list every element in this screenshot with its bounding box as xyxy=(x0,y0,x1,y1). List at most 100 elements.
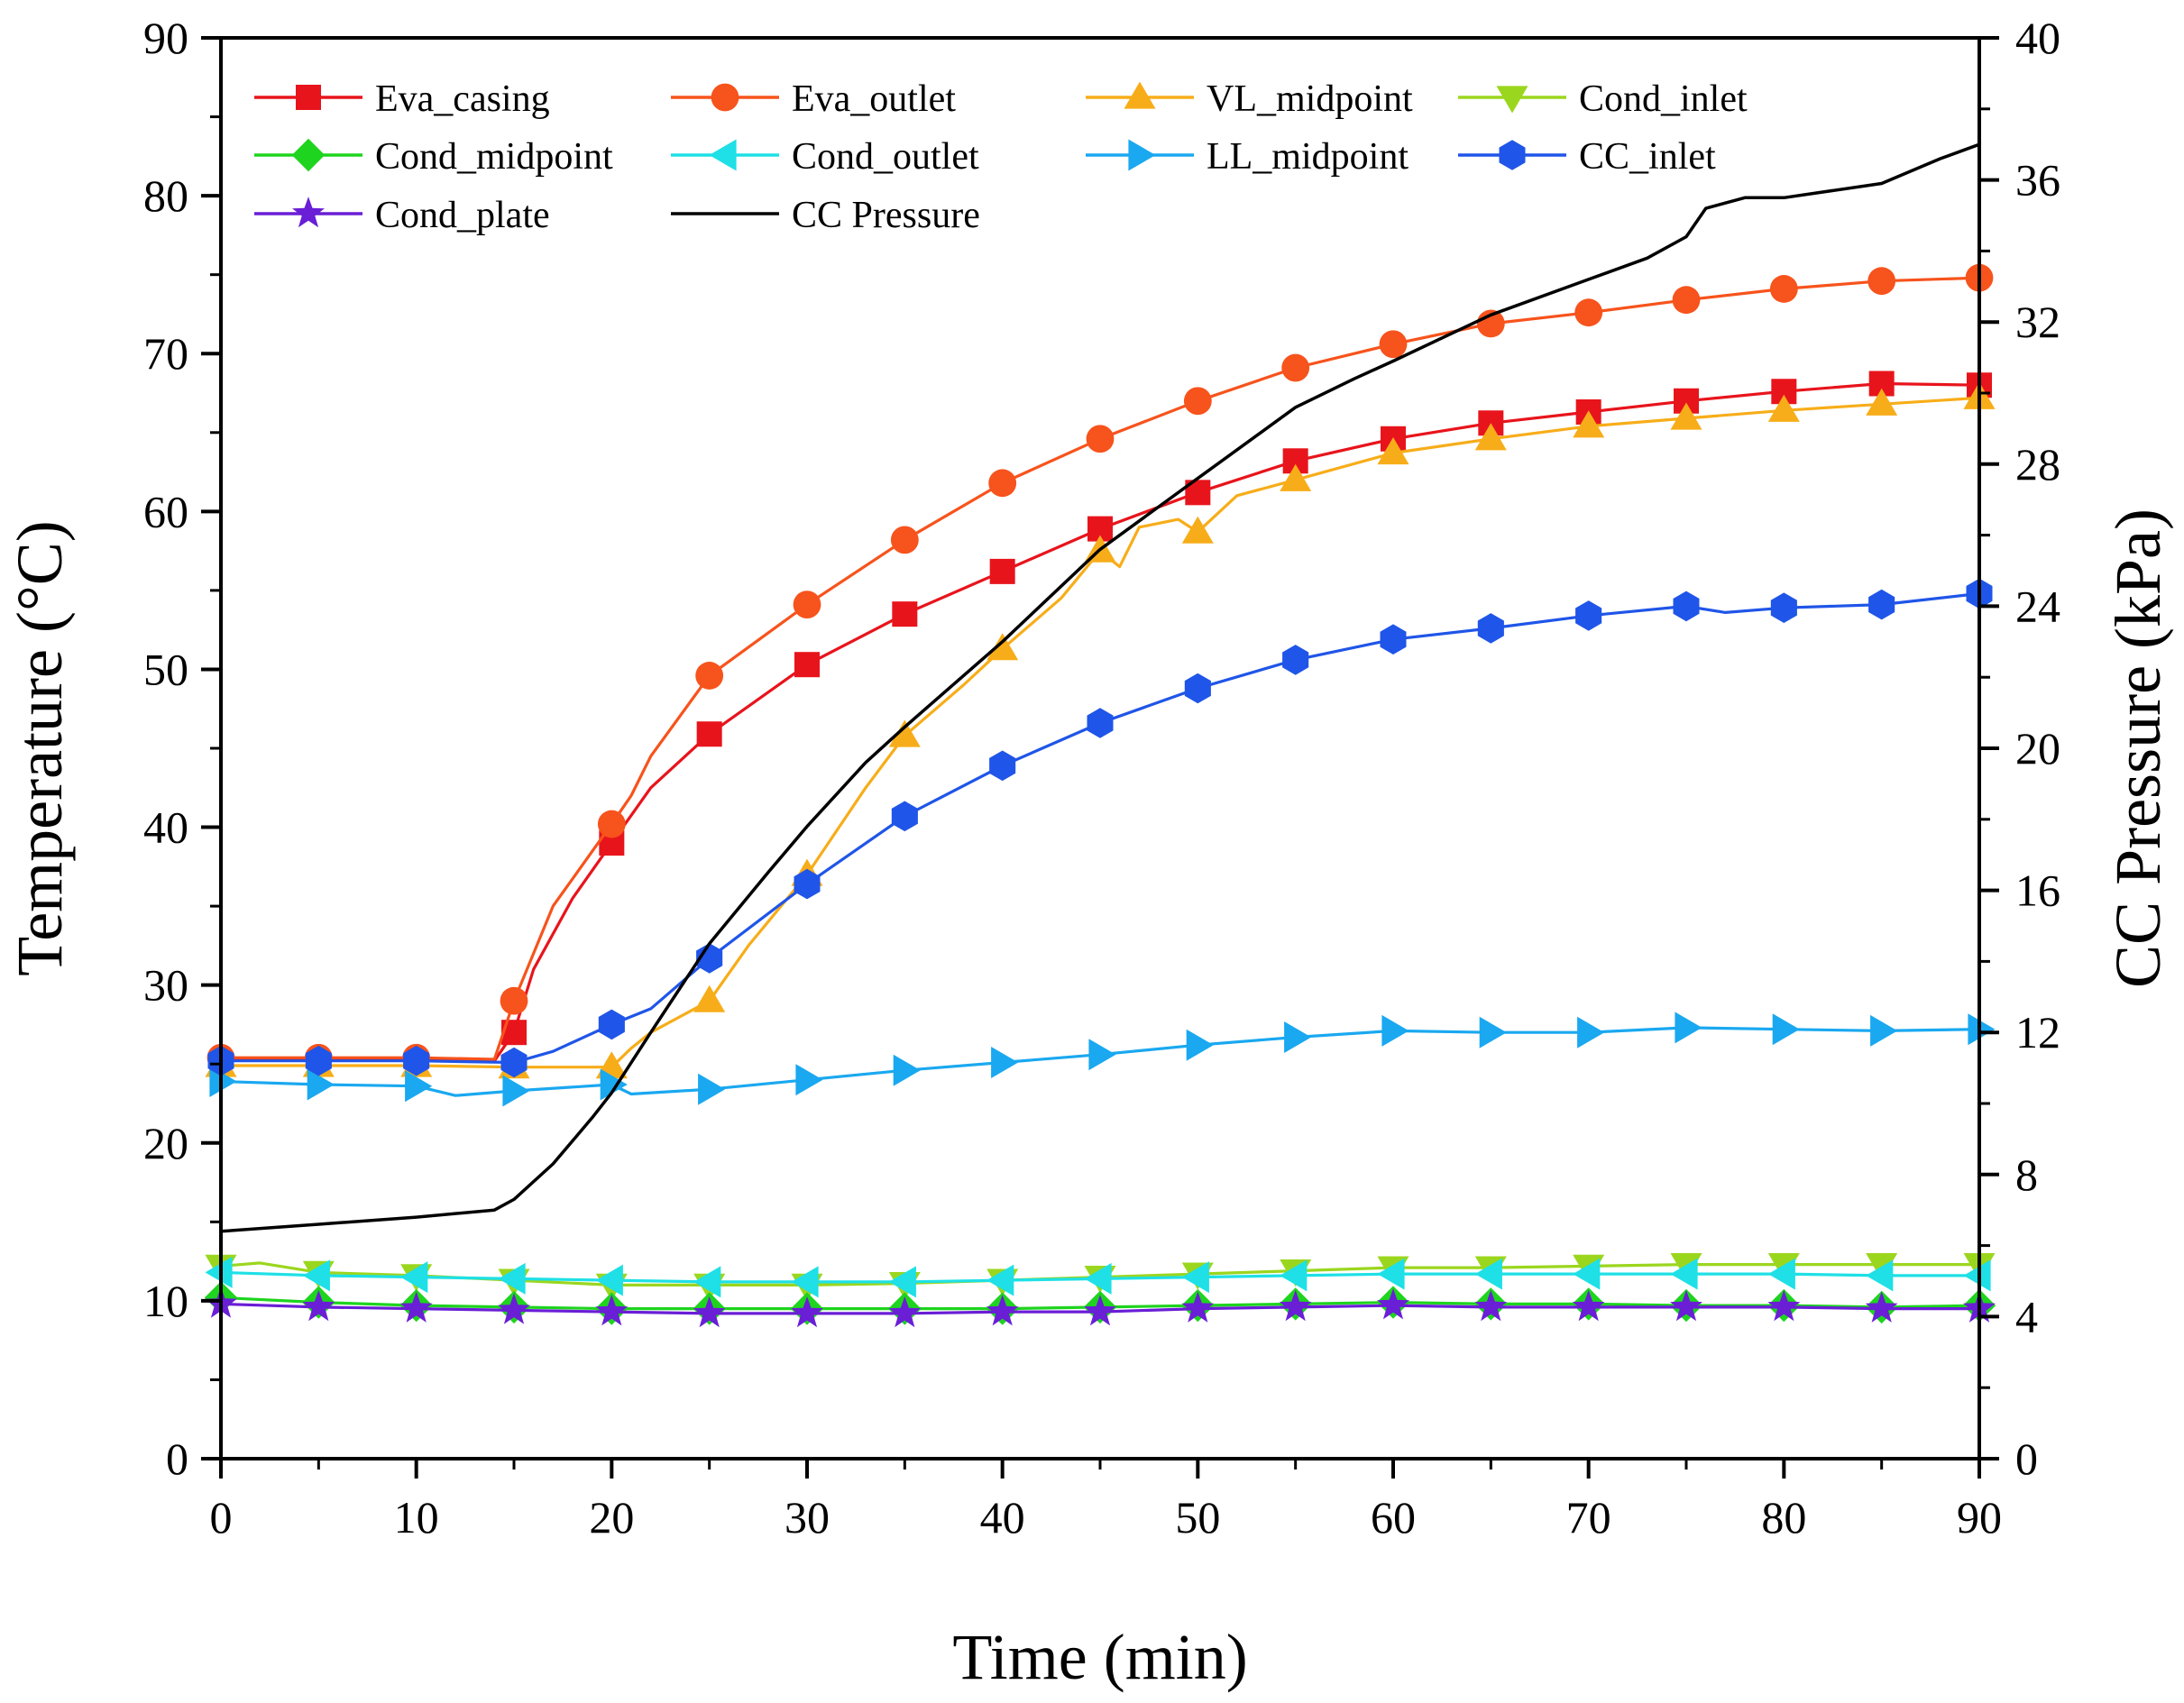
y2-tick-label: 36 xyxy=(2015,155,2060,206)
legend-label: Eva_casing xyxy=(375,78,550,120)
data-point xyxy=(695,662,724,690)
data-point xyxy=(1474,423,1507,451)
data-point xyxy=(888,1296,922,1328)
data-point xyxy=(1282,645,1309,675)
data-point xyxy=(1279,1290,1312,1322)
series-layer xyxy=(204,142,1996,1328)
y-tick-label: 30 xyxy=(143,960,188,1011)
data-point xyxy=(1184,673,1211,704)
data-point xyxy=(991,1047,1019,1078)
data-point xyxy=(1474,1258,1502,1290)
data-point xyxy=(400,1261,428,1294)
legend-item: Cond_inlet xyxy=(1458,78,1748,120)
legend-label: CC_inlet xyxy=(1579,136,1716,178)
data-point xyxy=(600,1068,628,1101)
y2-tick-label: 20 xyxy=(2015,723,2060,774)
data-point xyxy=(791,1266,819,1298)
data-point xyxy=(986,1264,1014,1296)
data-point xyxy=(988,469,1017,498)
data-point xyxy=(595,1264,623,1296)
plot-frame xyxy=(219,36,1981,1460)
data-point xyxy=(698,1073,726,1105)
legend-item: VL_midpoint xyxy=(1086,78,1413,120)
data-point xyxy=(1770,592,1797,623)
data-point xyxy=(1084,1295,1116,1326)
data-point xyxy=(1377,437,1409,465)
series-line xyxy=(221,591,1980,1065)
data-point xyxy=(1963,1259,1991,1292)
data-point xyxy=(498,1262,526,1295)
legend-marker xyxy=(292,197,325,228)
x-tick-label: 10 xyxy=(394,1492,439,1543)
data-point xyxy=(1088,1039,1116,1071)
y-axis-left: 0 10 20 30 40 50 60 70 80 90 xyxy=(143,13,221,1484)
y-axis-title: Temperature (°C) xyxy=(4,520,76,976)
series-line xyxy=(220,142,1980,1233)
data-point xyxy=(302,1259,330,1292)
data-point xyxy=(1280,463,1312,491)
data-point xyxy=(500,986,528,1015)
data-point xyxy=(1865,1291,1898,1323)
series-eva-outlet xyxy=(206,263,1994,1072)
legend-item: Cond_midpoint xyxy=(254,136,613,178)
data-point xyxy=(1377,1258,1405,1290)
y2-tick-label: 12 xyxy=(2015,1007,2060,1058)
legend-marker xyxy=(711,83,739,112)
x-tick-label: 20 xyxy=(589,1492,634,1543)
data-point xyxy=(794,652,820,678)
data-point xyxy=(1086,425,1115,453)
data-point xyxy=(1181,1291,1215,1323)
data-point xyxy=(1772,1013,1800,1046)
data-point xyxy=(598,1009,625,1040)
data-point xyxy=(1769,275,1798,303)
data-point xyxy=(989,750,1016,782)
data-point xyxy=(1767,394,1800,422)
legend-item: CC_inlet xyxy=(1458,136,1716,178)
y2-tick-label: 40 xyxy=(2015,13,2060,63)
data-point xyxy=(1477,613,1504,644)
data-point xyxy=(791,1296,823,1328)
data-point xyxy=(1280,1259,1308,1292)
legend-item: Cond_plate xyxy=(254,195,550,236)
data-point xyxy=(1181,516,1214,544)
legend-marker xyxy=(1499,140,1526,170)
x-tick-label: 80 xyxy=(1761,1492,1806,1543)
data-point xyxy=(1767,1258,1795,1290)
x-tick-label: 50 xyxy=(1175,1492,1220,1543)
data-point xyxy=(696,721,722,747)
y2-tick-label: 8 xyxy=(2015,1149,2038,1200)
legend-label: CC Pressure xyxy=(792,195,980,236)
legend-label: VL_midpoint xyxy=(1207,78,1413,120)
x-tick-label: 40 xyxy=(980,1492,1025,1543)
legend: Eva_casing Eva_outlet VL_midpoint Cond_inle… xyxy=(254,78,1748,236)
y2-tick-label: 32 xyxy=(2015,297,2060,347)
y-tick-label: 60 xyxy=(143,486,188,536)
legend-marker xyxy=(1128,139,1156,171)
legend-label: Cond_plate xyxy=(375,195,550,236)
data-point xyxy=(1672,286,1701,315)
series-ll-midpoint xyxy=(209,1012,1996,1107)
legend-marker xyxy=(1496,86,1528,114)
x-tick-label: 0 xyxy=(210,1492,233,1543)
data-point xyxy=(1380,624,1407,655)
legend-item: LL_midpoint xyxy=(1086,136,1409,178)
data-point xyxy=(693,1296,726,1328)
data-point xyxy=(595,1295,629,1326)
y-tick-label: 20 xyxy=(143,1118,188,1168)
data-point xyxy=(1186,1029,1214,1061)
data-point xyxy=(890,526,919,554)
data-point xyxy=(399,1291,433,1323)
data-point xyxy=(307,1068,335,1101)
y2-axis-title: CC Pressure (kPa) xyxy=(2102,508,2174,988)
data-point xyxy=(597,810,626,838)
legend-label: Cond_midpoint xyxy=(375,136,613,178)
data-point xyxy=(1866,1259,1894,1292)
data-point xyxy=(1479,1016,1507,1048)
data-point xyxy=(1381,1014,1409,1047)
data-point xyxy=(1968,1013,1996,1046)
legend-item: Eva_casing xyxy=(254,78,550,120)
data-point xyxy=(1675,1012,1702,1044)
y-tick-label: 40 xyxy=(143,802,188,853)
y2-tick-label: 28 xyxy=(2015,439,2060,490)
y-tick-label: 90 xyxy=(143,13,188,63)
